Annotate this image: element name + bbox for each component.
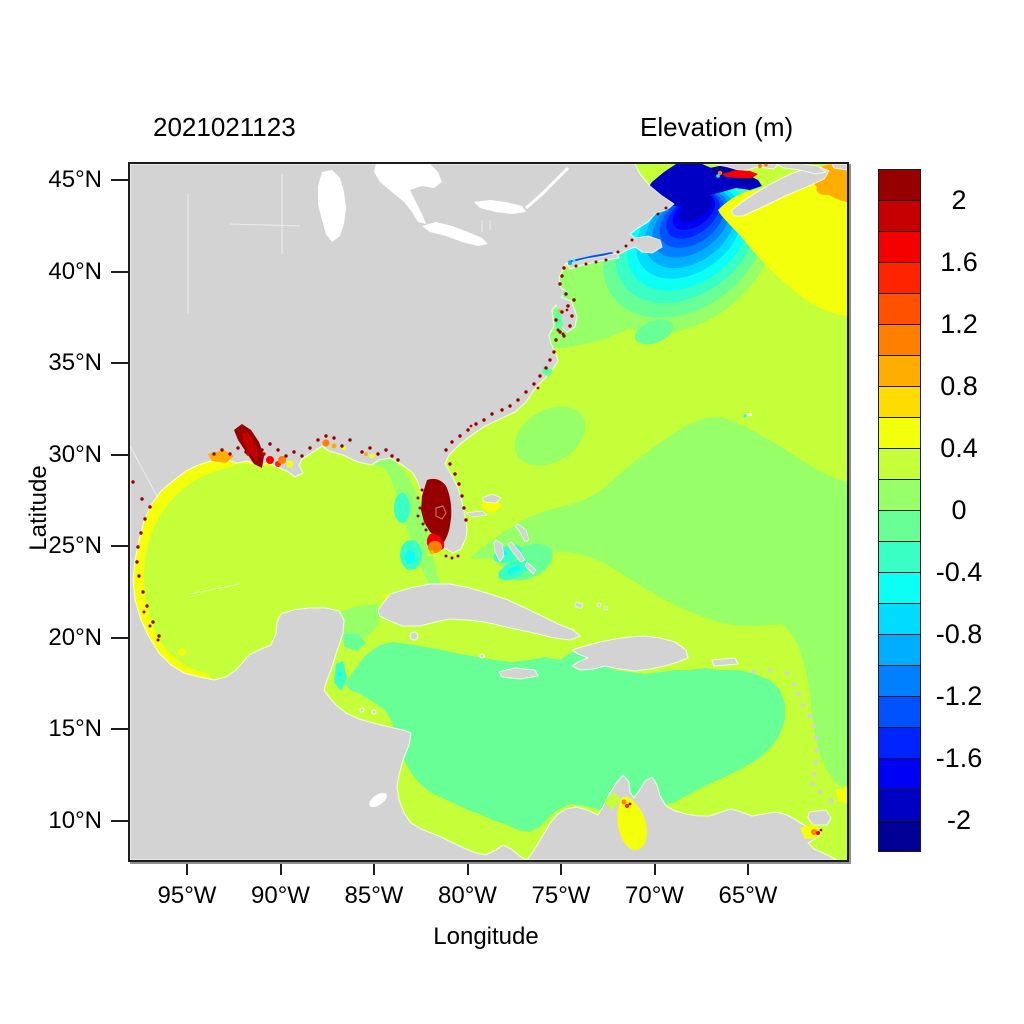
trinidad: [807, 809, 832, 826]
y-tick-mark: [111, 270, 128, 273]
colorbar-segment: [879, 262, 920, 293]
coastal-flood-speckles-red: [246, 308, 569, 462]
y-tick-mark: [111, 179, 128, 181]
x-tick-mark: [747, 860, 749, 875]
y-tick-label: 45°N: [48, 166, 102, 193]
y-tick-mark: [111, 636, 128, 639]
state-borders: [130, 174, 491, 595]
y-tick-label: 20°N: [48, 623, 102, 651]
colorbar-segment: [879, 386, 920, 417]
hispaniola: [571, 635, 689, 672]
colorbar-segment: [879, 293, 920, 324]
land: [130, 164, 847, 860]
x-tick-mark: [653, 860, 656, 875]
lake-huron: [374, 164, 442, 224]
y-tick-label: 15°N: [48, 715, 102, 742]
run-timestamp-title: 2021021123: [153, 112, 296, 142]
x-tick-label: 65°W: [718, 882, 778, 909]
colorbar-tick-label: 0.4: [940, 432, 978, 463]
colorbar-title: Elevation (m): [640, 112, 794, 142]
x-axis-title: Longitude: [433, 923, 539, 950]
colorbar-segment: [879, 324, 920, 355]
x-tick-label: 90°W: [251, 882, 310, 909]
colorbar-segment: [879, 448, 920, 479]
colorbar-segment: [879, 541, 920, 572]
coastal-flood-speckles: [131, 206, 668, 642]
colorbar-segment: [879, 170, 920, 200]
x-tick-label: 70°W: [625, 882, 684, 909]
nova-scotia: [730, 166, 830, 217]
x-tick-mark: [466, 860, 469, 875]
spring-green-oval: [634, 319, 674, 345]
x-tick-mark: [560, 860, 562, 875]
x-tick-mark: [373, 860, 375, 875]
y-tick-label: 40°N: [48, 257, 102, 285]
colorbar-tick-label: 1.6: [940, 246, 978, 277]
cuba: [377, 583, 581, 641]
x-tick-label: 95°W: [157, 882, 217, 909]
colorbar-tick-label: 2: [951, 184, 967, 215]
maracaibo-paria-features: [604, 792, 823, 851]
x-tick-label: 85°W: [344, 882, 404, 909]
x-tick-mark: [186, 860, 188, 875]
y-tick-label: 35°N: [48, 349, 102, 376]
colorbar-tick-label: 0.8: [940, 370, 978, 401]
y-tick-mark: [111, 453, 128, 456]
colorbar-segment: [879, 355, 920, 386]
colorbar-segment: [879, 820, 920, 851]
great-lakes: [318, 164, 570, 808]
y-tick-label: 30°N: [48, 440, 102, 468]
y-tick-mark: [111, 362, 128, 364]
colorbar-tick-label: -2: [946, 805, 971, 836]
y-tick-mark: [111, 819, 128, 822]
puerto-rico: [711, 657, 739, 667]
x-tick-mark: [279, 860, 282, 875]
bahamas-islands: [465, 493, 609, 611]
lake-erie: [422, 222, 488, 246]
long-island: [566, 252, 620, 270]
colorbar-tick-label: 1.2: [940, 308, 978, 339]
colorbar-segment: [879, 696, 920, 727]
colorbar-segment: [879, 200, 920, 231]
colorbar-segment: [879, 510, 920, 541]
colorbar-segment: [879, 231, 920, 262]
colorbar-segment: [879, 758, 920, 789]
colorbar-tick-label: 0: [951, 495, 967, 525]
colorbar-tick-label: -0.4: [935, 557, 983, 588]
colorbar-segment: [879, 634, 920, 665]
colorbar-segment: [879, 665, 920, 696]
ocean-regions: [130, 254, 847, 832]
colorbar-segment: [879, 479, 920, 510]
colorbar-segment: [879, 417, 920, 448]
colorbar: [878, 169, 921, 852]
y-tick-mark: [111, 545, 128, 547]
x-tick-label: 80°W: [438, 882, 497, 909]
lake-nicaragua: [369, 792, 387, 808]
elevation-map: [130, 164, 847, 860]
y-tick-label: 25°N: [48, 532, 102, 559]
colorbar-tick-label: -1.6: [935, 743, 983, 774]
lesser-antilles: [751, 668, 834, 804]
south-florida-high-anomaly: [421, 478, 452, 558]
colorbar-segment: [879, 603, 920, 634]
map-plot-area: [128, 162, 849, 862]
colorbar-segment: [879, 727, 920, 758]
colorbar-segment: [879, 789, 920, 820]
colorbar-tick-label: -0.8: [935, 619, 983, 650]
y-tick-mark: [111, 728, 128, 730]
colorbar-segment: [879, 572, 920, 603]
lake-ontario: [474, 200, 526, 214]
colorbar-tick-label: -1.2: [935, 681, 983, 712]
y-tick-label: 10°N: [48, 806, 102, 834]
x-tick-label: 75°W: [531, 882, 591, 909]
jamaica: [498, 667, 539, 680]
lake-michigan: [318, 170, 346, 242]
